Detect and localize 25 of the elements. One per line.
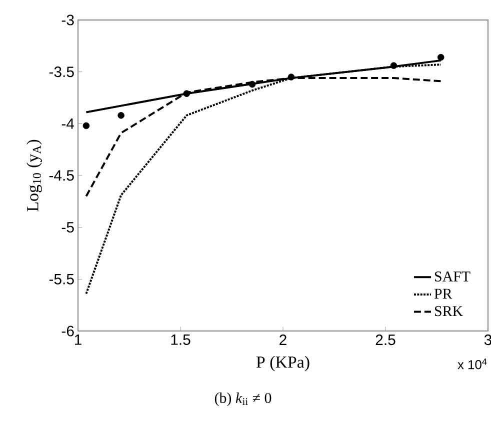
y-tick-label: -4 bbox=[62, 118, 74, 129]
x-axis-title: P (KPa) bbox=[256, 356, 310, 372]
point bbox=[437, 54, 444, 61]
legend-label: PR bbox=[434, 288, 452, 299]
point bbox=[82, 122, 90, 130]
y-tick-label: -6 bbox=[62, 326, 74, 336]
y-tick-label: -3.5 bbox=[49, 66, 74, 78]
y-tick-label: -5 bbox=[62, 222, 74, 233]
text: x 10$^{4}$ bbox=[458, 358, 487, 370]
point bbox=[183, 90, 190, 97]
point bbox=[248, 80, 256, 88]
legend-label: SRK bbox=[434, 306, 463, 316]
y-axis-title: Log$_{10}$ (y$_{A}$) bbox=[26, 140, 42, 212]
point bbox=[288, 74, 295, 80]
legend-label: SAFT bbox=[434, 271, 470, 282]
y-tick-label: -4.5 bbox=[49, 170, 74, 181]
y-tick-label: -3 bbox=[62, 14, 74, 26]
x-tick-label: 2.5 bbox=[376, 334, 396, 346]
x-tick-label: 1.5 bbox=[171, 334, 190, 345]
text: (b) k$_{ii}$ ≠ 0 bbox=[214, 392, 272, 406]
point bbox=[118, 112, 124, 119]
x-tick-label: 1 bbox=[74, 334, 82, 345]
x-tick-label: 2 bbox=[280, 334, 286, 345]
y-tick-label: -5.5 bbox=[49, 274, 74, 284]
point bbox=[390, 62, 398, 69]
